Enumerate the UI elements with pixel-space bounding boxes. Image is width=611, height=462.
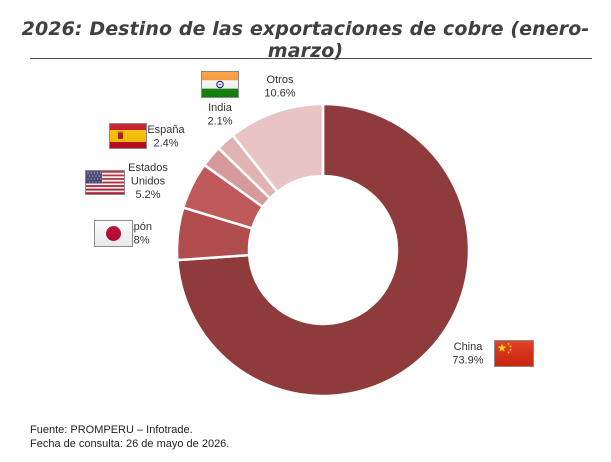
value-label-espana: 2.4%: [153, 138, 178, 150]
value-label-otros: 10.6%: [264, 88, 295, 100]
slice-otros: [231, 102, 325, 194]
footer-source: Fuente: PROMPERU – Infotrade.: [30, 424, 193, 436]
footer-date: Fecha de consulta: 26 de mayo de 2026.: [30, 438, 230, 450]
value-label-estados-unidos: 5.2%: [135, 189, 160, 201]
value-label-india: 2.1%: [207, 116, 232, 128]
china-flag-icon: [494, 340, 534, 367]
slice-china: [176, 102, 471, 398]
usa-flag-icon: [85, 170, 125, 195]
chart-title: 2026: Destino de las exportaciones de co…: [21, 18, 590, 62]
title-divider: [30, 58, 592, 59]
label-otros: Otros: [267, 74, 294, 86]
value-label-china: 73.9%: [452, 355, 483, 367]
label-china: China: [454, 341, 484, 353]
india-flag-icon: [201, 71, 239, 98]
label-estados-unidos: Estados Unidos: [128, 162, 168, 188]
label-espana: España: [147, 124, 185, 136]
label-india: India: [208, 102, 233, 114]
spain-flag-icon: [109, 123, 147, 149]
japan-flag-icon: [94, 220, 133, 247]
